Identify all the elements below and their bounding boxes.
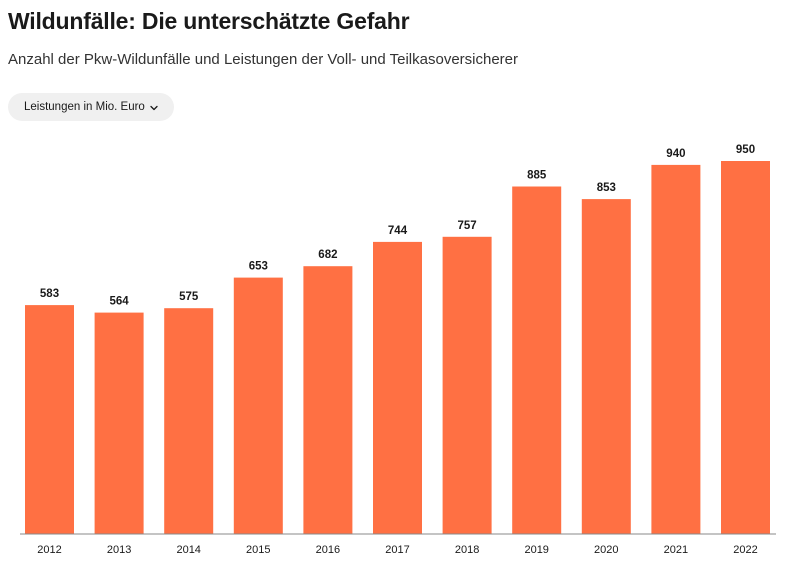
value-label-2021: 940	[666, 148, 685, 160]
value-label-2013: 564	[110, 296, 130, 308]
metric-dropdown[interactable]: Leistungen in Mio. Euro	[8, 93, 174, 121]
x-tick-label-2014: 2014	[176, 544, 200, 556]
value-label-2019: 885	[527, 170, 547, 182]
bar-2016[interactable]	[303, 266, 353, 534]
bar-2020[interactable]	[581, 199, 631, 534]
x-axis-ticks-layer: 2012 2013 2014 2015 2016 2017 2018 2019 2020 2021…	[37, 544, 757, 556]
bars-layer	[25, 161, 770, 535]
x-tick-label-2019: 2019	[524, 544, 548, 556]
x-tick-label-2015: 2015	[246, 544, 270, 556]
value-label-2012: 583	[40, 288, 59, 300]
value-label-2017: 744	[388, 225, 408, 237]
value-label-2016: 682	[318, 249, 337, 261]
x-tick-label-2022: 2022	[733, 544, 757, 556]
value-label-2015: 653	[249, 261, 268, 273]
bar-2021[interactable]	[651, 164, 701, 534]
metric-dropdown-label: Leistungen in Mio. Euro	[24, 101, 145, 113]
value-labels-layer: 583 564 575 653 682 744 757 885 853 940 950	[40, 144, 755, 308]
chart-subtitle: Anzahl der Pkw-Wildunfälle und Leistunge…	[8, 51, 518, 68]
x-tick-label-2020: 2020	[594, 544, 618, 556]
bar-2014[interactable]	[164, 308, 214, 534]
x-tick-label-2012: 2012	[37, 544, 61, 556]
bar-2018[interactable]	[442, 236, 492, 535]
x-tick-label-2021: 2021	[664, 544, 688, 556]
value-label-2020: 853	[597, 182, 616, 194]
bar-2012[interactable]	[25, 305, 74, 534]
chart-title: Wildunfälle: Die unterschätzte Gefahr	[8, 8, 410, 34]
x-tick-label-2013: 2013	[107, 544, 131, 556]
chevron-down-icon	[150, 103, 158, 111]
value-label-2022: 950	[736, 144, 755, 156]
x-tick-label-2018: 2018	[455, 544, 479, 556]
value-label-2014: 575	[179, 291, 199, 303]
bar-2015[interactable]	[233, 277, 283, 534]
bar-2017[interactable]	[373, 241, 422, 534]
x-tick-label-2016: 2016	[316, 544, 340, 556]
x-tick-label-2017: 2017	[385, 544, 409, 556]
value-label-2018: 757	[458, 220, 477, 232]
bar-2022[interactable]	[721, 161, 770, 534]
bar-2019[interactable]	[512, 186, 562, 535]
bar-2013[interactable]	[94, 312, 144, 534]
